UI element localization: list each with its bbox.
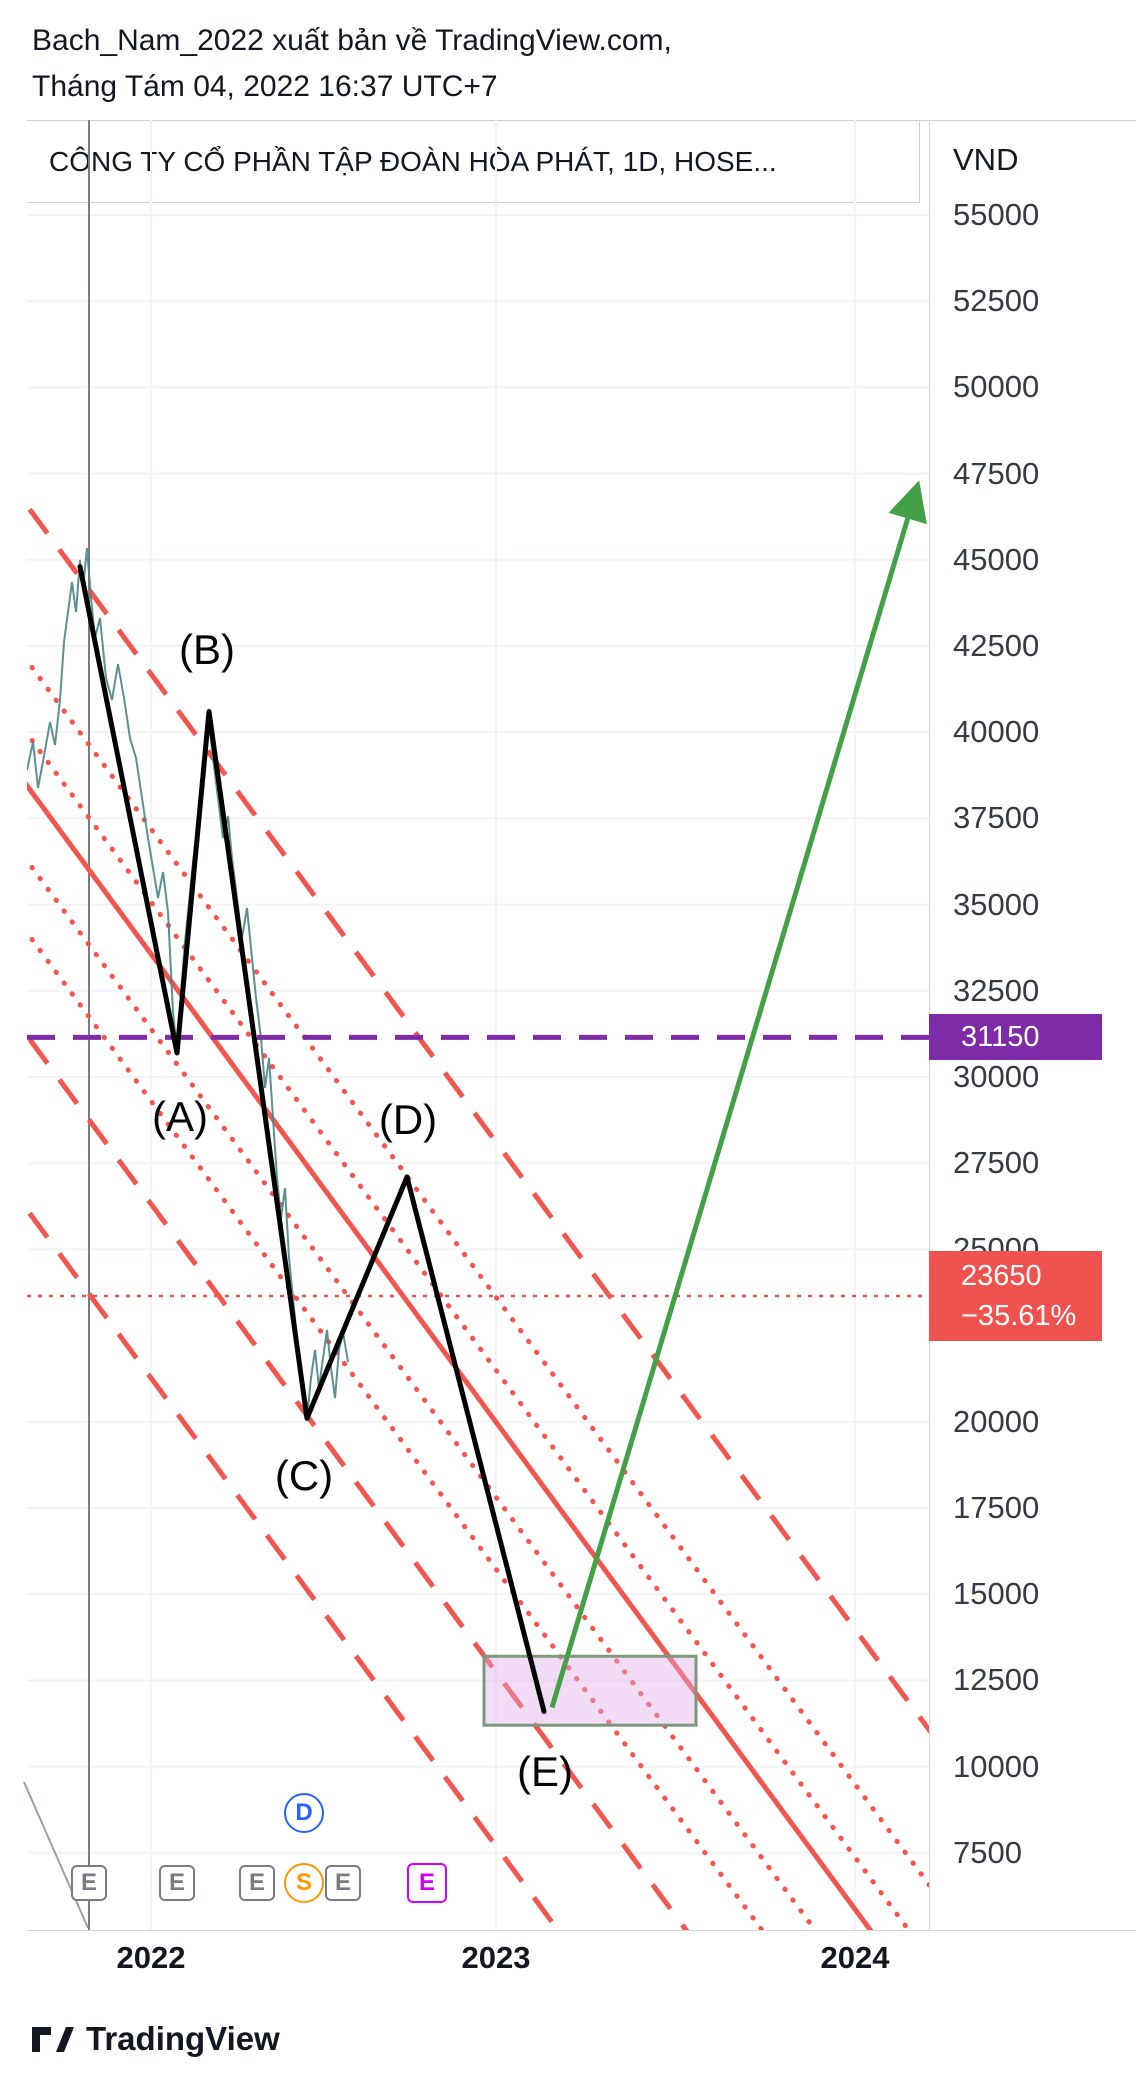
price-axis-label: 7500: [953, 1834, 1022, 1870]
earnings-event-marker[interactable]: E: [239, 1865, 275, 1901]
price-axis-label: 50000: [953, 369, 1040, 405]
time-axis-separator[interactable]: [27, 1930, 1136, 1931]
price-axis-label: 27500: [953, 1145, 1040, 1181]
corner-diagonal-line: [23, 1781, 89, 1929]
gridlines: [27, 120, 929, 1930]
earnings-event-marker[interactable]: E: [159, 1865, 195, 1901]
pitchfork-channel[interactable]: [0, 469, 1136, 2083]
wave-label-b[interactable]: (B): [179, 625, 235, 673]
price-axis-label: 30000: [953, 1059, 1040, 1094]
projection-arrow[interactable]: [549, 480, 927, 1709]
price-axis-label: 45000: [953, 541, 1040, 577]
target-zone-box[interactable]: [482, 1654, 698, 1727]
price-axis-label: 15000: [953, 1576, 1040, 1612]
last-price-badge: 23650 −35.61%: [929, 1250, 1102, 1341]
tradingview-brand-text[interactable]: TradingView: [86, 2020, 280, 2057]
wave-label-c[interactable]: (C): [274, 1452, 334, 1500]
footer: TradingView: [30, 2020, 280, 2058]
split-event-marker[interactable]: S: [284, 1863, 324, 1903]
earnings-event-marker[interactable]: E: [325, 1865, 361, 1901]
time-axis-label: 2022: [116, 1940, 186, 1975]
price-axis-label: 40000: [953, 714, 1040, 750]
dividend-event-marker[interactable]: D: [284, 1793, 324, 1833]
earnings-event-marker[interactable]: E: [407, 1863, 447, 1903]
price-level-value: 31150: [961, 1021, 1040, 1054]
price-axis-label: 42500: [953, 628, 1040, 663]
price-level-badge: 31150: [929, 1014, 1102, 1061]
elliott-wave-line[interactable]: [77, 564, 547, 1714]
price-history-path: [27, 547, 349, 1419]
price-axis-label: 32500: [953, 972, 1040, 1008]
publish-author-line: Bach_Nam_2022 xuất bản về TradingView.co…: [32, 24, 672, 57]
time-axis-label: 2023: [461, 1940, 531, 1975]
price-axis-label: 47500: [953, 455, 1040, 491]
symbol-title: CÔNG TY CỔ PHẦN TẬP ĐOÀN HÒA PHÁT, 1D, H…: [49, 145, 777, 177]
wave-label-e[interactable]: (E): [517, 1748, 573, 1796]
chart-top-border: [27, 120, 1136, 121]
publish-header: Bach_Nam_2022 xuất bản về TradingView.co…: [32, 18, 672, 110]
price-axis-label: 17500: [953, 1490, 1040, 1525]
earnings-event-marker[interactable]: E: [71, 1865, 107, 1901]
wave-label-d[interactable]: (D): [378, 1095, 438, 1143]
price-axis-label: 35000: [953, 886, 1040, 922]
publish-date-line: Tháng Tám 04, 2022 16:37 UTC+7: [32, 70, 498, 103]
currency-label: VND: [953, 142, 1019, 177]
price-axis-label: 12500: [953, 1662, 1040, 1698]
price-axis-label: 52500: [953, 283, 1040, 319]
last-price-change: −35.61%: [961, 1299, 1077, 1332]
tradingview-logo-icon[interactable]: [30, 2023, 76, 2055]
price-axis-label: 20000: [953, 1403, 1040, 1439]
last-price-value: 23650: [961, 1259, 1042, 1292]
price-axis-label: 55000: [953, 197, 1040, 232]
price-axis-label: 10000: [953, 1748, 1040, 1784]
price-axis-label: 37500: [953, 800, 1040, 836]
time-axis-label: 2024: [820, 1940, 890, 1975]
wave-label-a[interactable]: (A): [152, 1092, 208, 1140]
symbol-legend[interactable]: CÔNG TY CỔ PHẦN TẬP ĐOÀN HÒA PHÁT, 1D, H…: [27, 121, 920, 203]
